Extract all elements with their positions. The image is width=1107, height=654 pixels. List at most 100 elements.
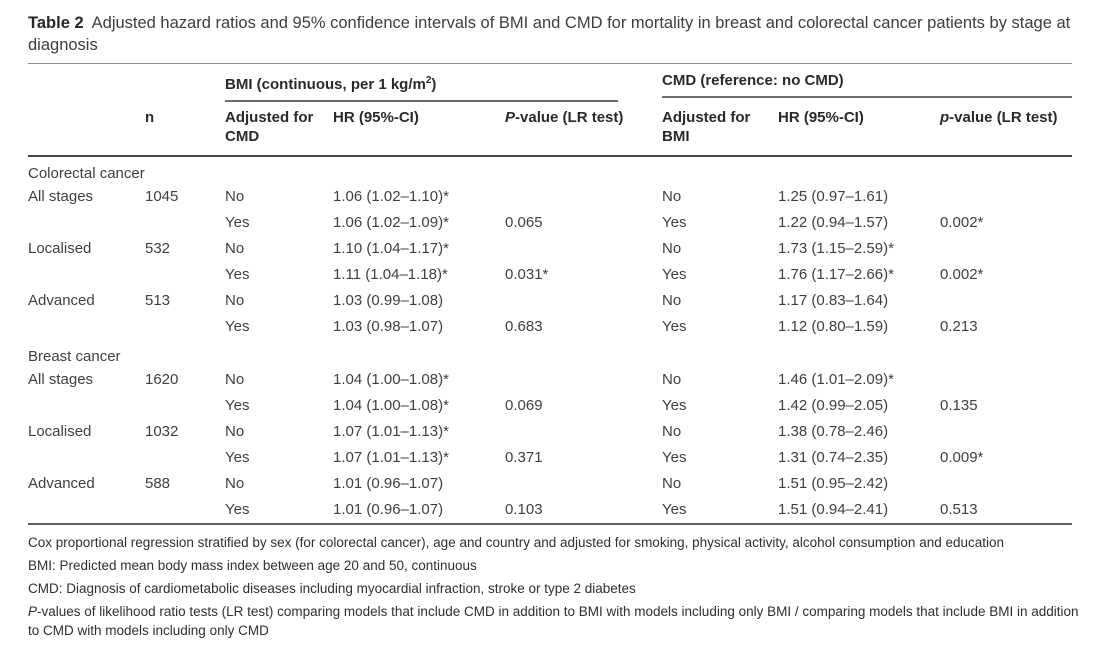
cell-stage: Advanced xyxy=(28,292,95,309)
cell-bmi-pvalue xyxy=(505,367,662,393)
table-row: All stages 1620 No 1.04 (1.00–1.08)* No … xyxy=(28,367,1072,393)
cmd-pvalue-column-header: p-value (LR test) xyxy=(940,102,1072,157)
bmi-hr-column-header: HR (95%-CI) xyxy=(333,102,505,157)
cell-stage: Localised xyxy=(28,423,92,440)
cell-cmd-hr: 1.76 (1.17–2.66)* xyxy=(778,266,894,283)
n-column-header: n xyxy=(145,102,225,157)
cmd-hr-column-header: HR (95%-CI) xyxy=(778,102,940,157)
cell-stage xyxy=(28,393,145,419)
cell-cmd-hr: 1.73 (1.15–2.59)* xyxy=(778,240,894,257)
cell-cmd-pvalue: 0.513 xyxy=(940,501,978,518)
cell-bmi-hr: 1.01 (0.96–1.07) xyxy=(333,501,444,518)
cell-cmd-pvalue xyxy=(940,419,1072,445)
cell-bmi-pvalue: 0.371 xyxy=(505,449,543,466)
cell-n xyxy=(145,497,225,524)
cell-n xyxy=(145,393,225,419)
cell-cmd-hr: 1.38 (0.78–2.46) xyxy=(778,423,889,440)
cell-bmi-hr: 1.03 (0.99–1.08) xyxy=(333,292,444,309)
cell-bmi-pvalue xyxy=(505,184,662,210)
cell-cmd-adjusted: Yes xyxy=(662,397,687,414)
footnotes: Cox proportional regression stratified b… xyxy=(28,534,1086,640)
spacer-cell xyxy=(145,64,225,103)
cell-cmd-hr: 1.17 (0.83–1.64) xyxy=(778,292,889,309)
cell-cmd-hr: 1.46 (1.01–2.09)* xyxy=(778,371,894,388)
table-caption-text: Adjusted hazard ratios and 95% confidenc… xyxy=(28,14,1071,54)
table-row: Yes 1.11 (1.04–1.18)* 0.031* Yes 1.76 (1… xyxy=(28,262,1072,288)
cell-cmd-pvalue xyxy=(940,288,1072,314)
cell-cmd-pvalue: 0.135 xyxy=(940,397,978,414)
table-row: Yes 1.07 (1.01–1.13)* 0.371 Yes 1.31 (0.… xyxy=(28,445,1072,471)
table-caption-label: Table 2 xyxy=(28,14,84,32)
cell-bmi-hr: 1.07 (1.01–1.13)* xyxy=(333,449,449,466)
cell-cmd-pvalue xyxy=(940,236,1072,262)
cell-n xyxy=(145,314,225,340)
cell-cmd-adjusted: Yes xyxy=(662,318,687,335)
cell-n: 1045 xyxy=(145,188,179,205)
cell-bmi-adjusted: Yes xyxy=(225,449,250,466)
cell-cmd-adjusted: No xyxy=(662,240,682,257)
cell-cmd-pvalue xyxy=(940,367,1072,393)
cell-cmd-adjusted: No xyxy=(662,475,682,492)
cell-stage xyxy=(28,445,145,471)
cell-bmi-pvalue: 0.031* xyxy=(505,266,549,283)
column-header-row: n Adjusted for CMD HR (95%-CI) P-value (… xyxy=(28,102,1072,157)
cell-cmd-adjusted: Yes xyxy=(662,266,687,283)
cell-cmd-hr: 1.51 (0.94–2.41) xyxy=(778,501,889,518)
bmi-group-label: BMI (continuous, per 1 kg/m2) xyxy=(225,71,618,102)
table-row: Yes 1.01 (0.96–1.07) 0.103 Yes 1.51 (0.9… xyxy=(28,497,1072,524)
cell-stage xyxy=(28,262,145,288)
cell-bmi-adjusted: Yes xyxy=(225,214,250,231)
cell-bmi-pvalue: 0.683 xyxy=(505,318,543,335)
cell-bmi-hr: 1.06 (1.02–1.10)* xyxy=(333,188,449,205)
cell-bmi-hr: 1.01 (0.96–1.07) xyxy=(333,475,444,492)
cell-n xyxy=(145,210,225,236)
cell-bmi-adjusted: No xyxy=(225,292,245,309)
table-row: All stages 1045 No 1.06 (1.02–1.10)* No … xyxy=(28,184,1072,210)
cmd-group-label: CMD (reference: no CMD) xyxy=(662,71,1072,98)
cell-bmi-adjusted: No xyxy=(225,240,245,257)
cell-cmd-hr: 1.51 (0.95–2.42) xyxy=(778,475,889,492)
cell-bmi-pvalue xyxy=(505,236,662,262)
cell-bmi-hr: 1.04 (1.00–1.08)* xyxy=(333,397,449,414)
section-row: Colorectal cancer xyxy=(28,156,1072,184)
cell-bmi-hr: 1.03 (0.98–1.07) xyxy=(333,318,444,335)
cell-stage: All stages xyxy=(28,371,94,388)
cell-n: 1032 xyxy=(145,423,179,440)
cell-cmd-hr: 1.25 (0.97–1.61) xyxy=(778,188,889,205)
cell-stage: Advanced xyxy=(28,475,95,492)
section-row: Breast cancer xyxy=(28,340,1072,367)
cell-bmi-adjusted: No xyxy=(225,423,245,440)
bmi-pvalue-column-header: P-value (LR test) xyxy=(505,102,662,157)
cell-cmd-pvalue xyxy=(940,471,1072,497)
table-row: Yes 1.06 (1.02–1.09)* 0.065 Yes 1.22 (0.… xyxy=(28,210,1072,236)
cell-cmd-adjusted: No xyxy=(662,371,682,388)
table-body: Colorectal cancer All stages 1045 No 1.0… xyxy=(28,156,1072,524)
cell-cmd-adjusted: No xyxy=(662,423,682,440)
cell-bmi-pvalue xyxy=(505,471,662,497)
footnote-pvalue-definition: P-values of likelihood ratio tests (LR t… xyxy=(28,604,1079,638)
cmd-group-header: CMD (reference: no CMD) xyxy=(662,64,1072,103)
cmd-adjusted-column-header: Adjusted for BMI xyxy=(662,102,778,157)
table-row: Localised 532 No 1.10 (1.04–1.17)* No 1.… xyxy=(28,236,1072,262)
footnote-cmd-definition: CMD: Diagnosis of cardiometabolic diseas… xyxy=(28,581,636,596)
cell-bmi-adjusted: No xyxy=(225,188,245,205)
cell-cmd-pvalue: 0.002* xyxy=(940,214,984,231)
cell-stage xyxy=(28,314,145,340)
cell-bmi-pvalue: 0.103 xyxy=(505,501,543,518)
footnote-bmi-definition: BMI: Predicted mean body mass index betw… xyxy=(28,558,477,573)
cell-cmd-hr: 1.31 (0.74–2.35) xyxy=(778,449,889,466)
cell-bmi-pvalue xyxy=(505,288,662,314)
bmi-adjusted-column-header: Adjusted for CMD xyxy=(225,102,333,157)
cell-bmi-adjusted: No xyxy=(225,371,245,388)
table-row: Advanced 588 No 1.01 (0.96–1.07) No 1.51… xyxy=(28,471,1072,497)
cell-bmi-adjusted: Yes xyxy=(225,318,250,335)
cell-bmi-adjusted: Yes xyxy=(225,501,250,518)
cell-cmd-pvalue: 0.002* xyxy=(940,266,984,283)
paper-table-figure: Table 2 Adjusted hazard ratios and 95% co… xyxy=(28,14,1079,638)
cell-cmd-hr: 1.22 (0.94–1.57) xyxy=(778,214,889,231)
cell-n: 513 xyxy=(145,292,171,309)
cell-stage xyxy=(28,210,145,236)
cell-cmd-pvalue: 0.213 xyxy=(940,318,978,335)
table-row: Yes 1.04 (1.00–1.08)* 0.069 Yes 1.42 (0.… xyxy=(28,393,1072,419)
section-label: Breast cancer xyxy=(28,348,121,365)
